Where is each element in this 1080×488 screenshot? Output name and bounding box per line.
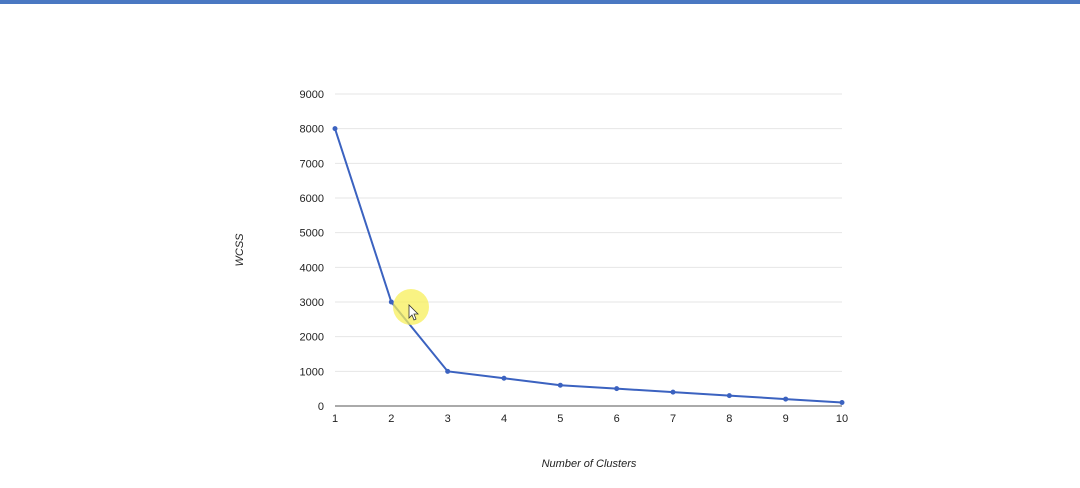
y-axis-ticks: 0 1000 2000 3000 4000 5000 6000 7000 8000 9000 [300,89,324,413]
x-tick-label: 3 [445,413,451,425]
x-tick-label: 10 [836,413,848,425]
y-tick-label: 8000 [300,124,324,136]
x-tick-label: 9 [783,413,789,425]
data-point [388,299,394,305]
window-top-bar [0,0,1080,4]
y-tick-label: 9000 [300,89,324,101]
y-tick-label: 0 [318,401,324,413]
y-tick-label: 6000 [300,193,324,205]
data-point [839,400,845,406]
y-axis-title: WCSS [234,233,246,267]
y-tick-label: 5000 [300,228,324,240]
y-tick-label: 4000 [300,262,324,274]
data-point [783,396,789,402]
x-tick-label: 6 [614,413,620,425]
y-tick-label: 3000 [300,297,324,309]
data-points [332,126,845,406]
data-point [614,386,620,392]
x-tick-label: 5 [557,413,563,425]
data-point [557,382,563,388]
data-point [445,368,451,374]
data-point [501,375,507,381]
y-tick-label: 1000 [300,366,324,378]
mouse-cursor [393,289,429,325]
data-point [726,393,732,399]
x-tick-label: 1 [332,413,338,425]
y-tick-label: 2000 [300,332,324,344]
y-tick-label: 7000 [300,158,324,170]
x-tick-label: 7 [670,413,676,425]
pointer-arrow-icon [408,304,419,321]
x-tick-label: 2 [388,413,394,425]
x-tick-label: 8 [726,413,732,425]
x-axis-ticks: 1 2 3 4 5 6 7 8 9 10 [332,413,848,425]
x-axis-title: Number of Clusters [542,458,637,470]
grid-lines [335,93,842,372]
data-point [670,389,676,395]
x-tick-label: 4 [501,413,507,425]
series-line-wcss [334,128,843,404]
data-point [332,126,338,132]
